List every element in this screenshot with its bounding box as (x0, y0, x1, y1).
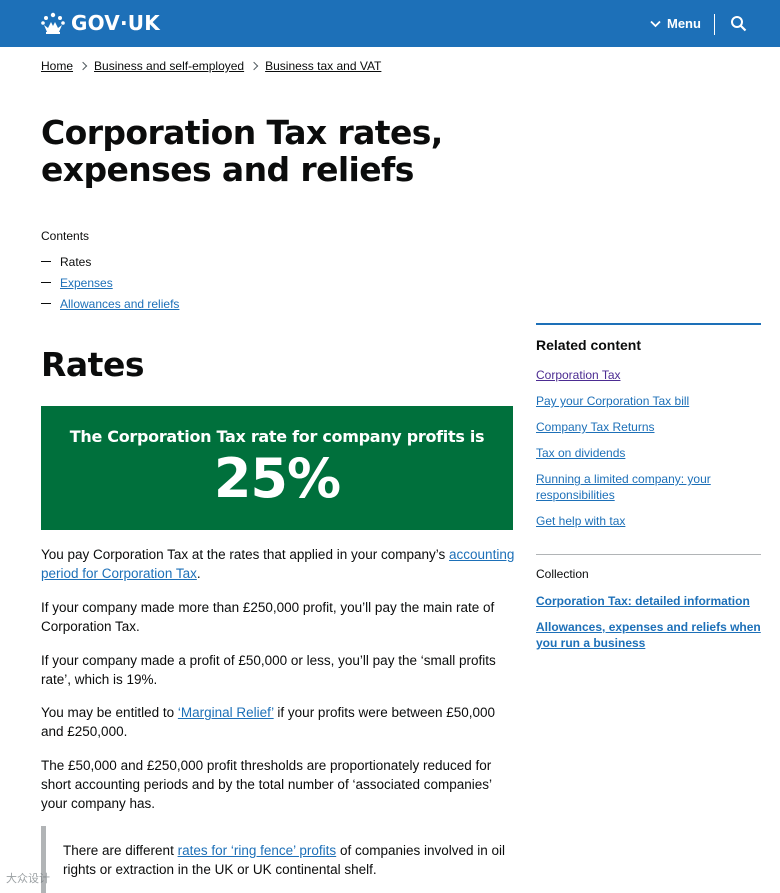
collection-heading: Collection (536, 567, 589, 581)
dash-icon (41, 282, 51, 283)
list-item: Tax on dividends (536, 445, 756, 461)
paragraph-text: You may be entitled to (41, 705, 175, 720)
collection-link-detailed-info[interactable]: Corporation Tax: detailed information (536, 594, 750, 608)
marginal-relief-link[interactable]: ‘Marginal Relief’ (177, 705, 274, 720)
paragraph-thresholds: The £50,000 and £250,000 profit threshol… (41, 758, 492, 811)
list-item: Running a limited company: your responsi… (536, 471, 756, 503)
contents-item-label: Rates (60, 254, 92, 269)
paragraph-main-rate: If your company made more than £250,000 … (41, 600, 495, 634)
related-link-corporation-tax[interactable]: Corporation Tax (536, 368, 621, 382)
related-link-company-tax-returns[interactable]: Company Tax Returns (536, 420, 655, 434)
logo-text: GOV·UK (71, 11, 160, 35)
govuk-logo-link[interactable]: GOV·UK (41, 11, 160, 35)
related-content-list: Corporation Tax Pay your Corporation Tax… (536, 367, 756, 539)
inset-text-before: There are different (63, 843, 174, 858)
rate-callout-panel: The Corporation Tax rate for company pro… (41, 406, 513, 530)
chevron-down-icon (650, 20, 661, 27)
page-title: Corporation Tax rates, expenses and reli… (41, 113, 443, 189)
list-item: Allowances, expenses and reliefs when yo… (536, 619, 761, 651)
callout-value: 25% (213, 447, 341, 510)
breadcrumb-chevron-icon (249, 61, 259, 71)
breadcrumb-chevron-icon (78, 61, 88, 71)
collection-divider (536, 554, 761, 555)
breadcrumb-home[interactable]: Home (41, 59, 74, 73)
related-link-pay-bill[interactable]: Pay your Corporation Tax bill (536, 394, 690, 408)
breadcrumb: Home Business and self-employed Business… (41, 59, 381, 73)
related-top-border (536, 323, 761, 325)
list-item: Corporation Tax (536, 367, 756, 383)
breadcrumb-business[interactable]: Business and self-employed (94, 59, 245, 73)
inset-text-after: of companies involved in oil rights or e… (63, 843, 506, 877)
paragraph-accounting-period: You pay Corporation Tax at the rates tha… (41, 545, 516, 583)
contents-list: Rates Expenses Allowances and reliefs (41, 251, 179, 314)
paragraph-end: . (196, 566, 201, 581)
paragraph-small-profits: If your company made a profit of £50,000… (41, 653, 496, 687)
site-header: GOV·UK Menu (0, 0, 780, 47)
menu-label: Menu (667, 16, 701, 31)
inset-text: There are different rates for ‘ring fenc… (41, 826, 516, 893)
list-item: Company Tax Returns (536, 419, 756, 435)
list-item: Corporation Tax: detailed information (536, 593, 761, 609)
paragraph-text: You pay Corporation Tax at the rates tha… (41, 547, 446, 562)
rates-heading: Rates (41, 345, 144, 384)
crown-icon (41, 12, 65, 34)
contents-item-expenses: Expenses (41, 272, 179, 293)
dash-icon (41, 303, 51, 304)
contents-heading: Contents (41, 229, 90, 243)
header-divider (714, 14, 715, 35)
search-icon[interactable] (730, 15, 747, 32)
ring-fence-link[interactable]: rates for ‘ring fence’ profits (177, 843, 337, 858)
related-link-running-company[interactable]: Running a limited company: your responsi… (536, 472, 711, 502)
collection-list: Corporation Tax: detailed information Al… (536, 593, 761, 661)
contents-link-expenses[interactable]: Expenses (60, 275, 113, 290)
contents-link-allowances[interactable]: Allowances and reliefs (60, 296, 180, 311)
menu-button[interactable]: Menu (650, 16, 701, 31)
paragraph-text: if your profits were between £50,000 and… (41, 705, 496, 739)
breadcrumb-business-tax[interactable]: Business tax and VAT (265, 59, 382, 73)
contents-item-rates: Rates (41, 251, 179, 272)
list-item: Get help with tax (536, 513, 756, 529)
collection-link-allowances[interactable]: Allowances, expenses and reliefs when yo… (536, 620, 761, 650)
list-item: Pay your Corporation Tax bill (536, 393, 756, 409)
watermark: 大众设计 (6, 873, 50, 885)
related-link-tax-on-dividends[interactable]: Tax on dividends (536, 446, 626, 460)
related-content-heading: Related content (536, 337, 642, 353)
dash-icon (41, 261, 51, 262)
callout-title: The Corporation Tax rate for company pro… (69, 427, 485, 446)
related-link-get-help[interactable]: Get help with tax (536, 514, 626, 528)
paragraph-marginal-relief: You may be entitled to ‘Marginal Relief’… (41, 703, 516, 741)
accounting-period-link[interactable]: accounting period for Corporation Tax (41, 547, 515, 581)
contents-item-allowances: Allowances and reliefs (41, 293, 179, 314)
